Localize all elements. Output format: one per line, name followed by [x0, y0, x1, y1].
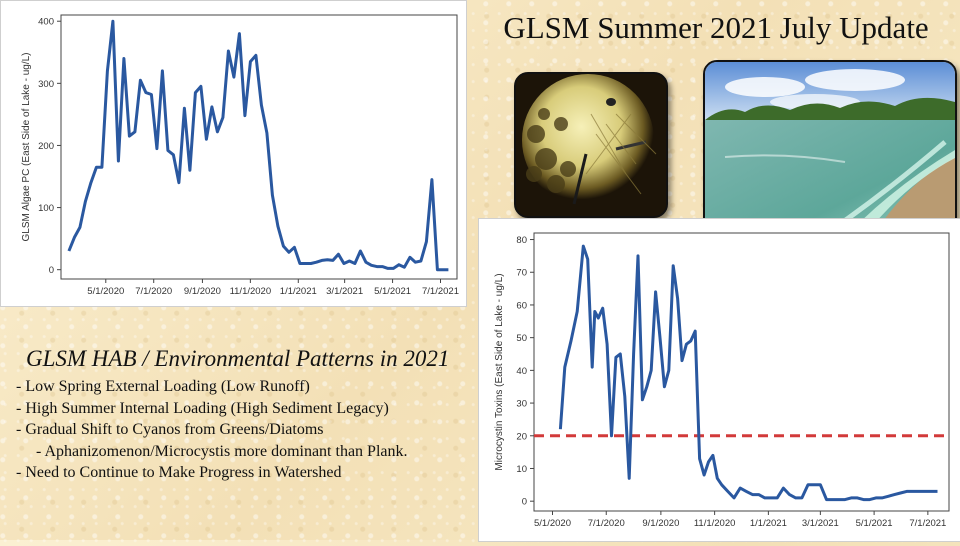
- patterns-heading: GLSM HAB / Environmental Patterns in 202…: [26, 346, 450, 371]
- data-series-line: [558, 244, 938, 502]
- x-tick-label: 7/1/2020: [588, 518, 625, 529]
- y-tick-label: 300: [38, 79, 54, 90]
- x-tick-label: 11/1/2020: [694, 518, 736, 529]
- x-tick-label: 9/1/2020: [184, 286, 221, 297]
- bullet-item: - Need to Continue to Make Progress in W…: [16, 464, 342, 481]
- x-tick-label: 5/1/2020: [534, 518, 571, 529]
- x-tick-label: 7/1/2020: [135, 286, 172, 297]
- y-tick-label: 60: [516, 300, 527, 311]
- y-axis-label: Microcystin Toxins (East Side of Lake - …: [494, 273, 505, 470]
- x-tick-label: 5/1/2020: [87, 286, 124, 297]
- bullet-item: - Aphanizomenon/Microcystis more dominan…: [36, 442, 408, 460]
- algae-pc-chart: 0 100 200 300 400 5/1/2020 7/1/2020 9/1/2020 11/…: [0, 0, 467, 307]
- slide-title: GLSM Summer 2021 July Update: [503, 10, 929, 45]
- y-tick-label: 80: [516, 235, 527, 246]
- y-tick-label: 0: [522, 497, 527, 508]
- x-tick-label: 1/1/2021: [280, 286, 317, 297]
- x-tick-label: 11/1/2020: [230, 286, 272, 297]
- microscope-photo: [514, 72, 668, 218]
- y-tick-label: 100: [38, 203, 54, 214]
- x-tick-label: 7/1/2021: [422, 286, 459, 297]
- patterns-bullet-list: - Low Spring External Loading (Low Runof…: [16, 376, 476, 484]
- y-tick-label: 40: [516, 366, 527, 377]
- x-tick-label: 9/1/2020: [642, 518, 679, 529]
- plot-frame: [60, 14, 458, 280]
- x-tick-label: 5/1/2021: [374, 286, 411, 297]
- bullet-item: - Gradual Shift to Cyanos from Greens/Di…: [16, 421, 324, 438]
- y-tick-label: 10: [516, 464, 527, 475]
- data-series-line: [67, 19, 449, 272]
- x-tick-label: 1/1/2021: [750, 518, 787, 529]
- y-tick-label: 20: [516, 431, 527, 442]
- algae-pc-chart-svg: 0 100 200 300 400 5/1/2020 7/1/2020 9/1/2020 11/…: [21, 14, 459, 297]
- x-tick-label: 3/1/2021: [326, 286, 363, 297]
- patterns-text-block: GLSM HAB / Environmental Patterns in 202…: [16, 346, 476, 484]
- y-tick-label: 400: [38, 17, 54, 28]
- bullet-item: - High Summer Internal Loading (High Sed…: [16, 399, 389, 417]
- y-tick-label: 0: [49, 265, 54, 276]
- y-tick-label: 50: [516, 333, 527, 344]
- y-axis-label: GLSM Algae PC (East Side of Lake - ug/L): [21, 53, 32, 242]
- microcystin-chart-svg: 0 10 20 30 40 50 60 70 80 5/1/2020 7/1/2020 9/1/202…: [494, 232, 950, 529]
- y-tick-label: 200: [38, 141, 54, 152]
- x-tick-label: 3/1/2021: [802, 518, 839, 529]
- bullet-item: - Low Spring External Loading (Low Runof…: [16, 378, 310, 395]
- plot-frame: [533, 232, 950, 512]
- y-tick-label: 30: [516, 399, 527, 410]
- microcystin-chart: 0 10 20 30 40 50 60 70 80 5/1/2020 7/1/2020 9/1/202…: [478, 218, 960, 542]
- x-tick-label: 7/1/2021: [909, 518, 946, 529]
- y-tick-label: 70: [516, 268, 527, 279]
- x-tick-label: 5/1/2021: [856, 518, 893, 529]
